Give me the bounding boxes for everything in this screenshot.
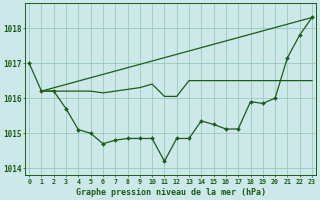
X-axis label: Graphe pression niveau de la mer (hPa): Graphe pression niveau de la mer (hPa) [76,188,266,197]
